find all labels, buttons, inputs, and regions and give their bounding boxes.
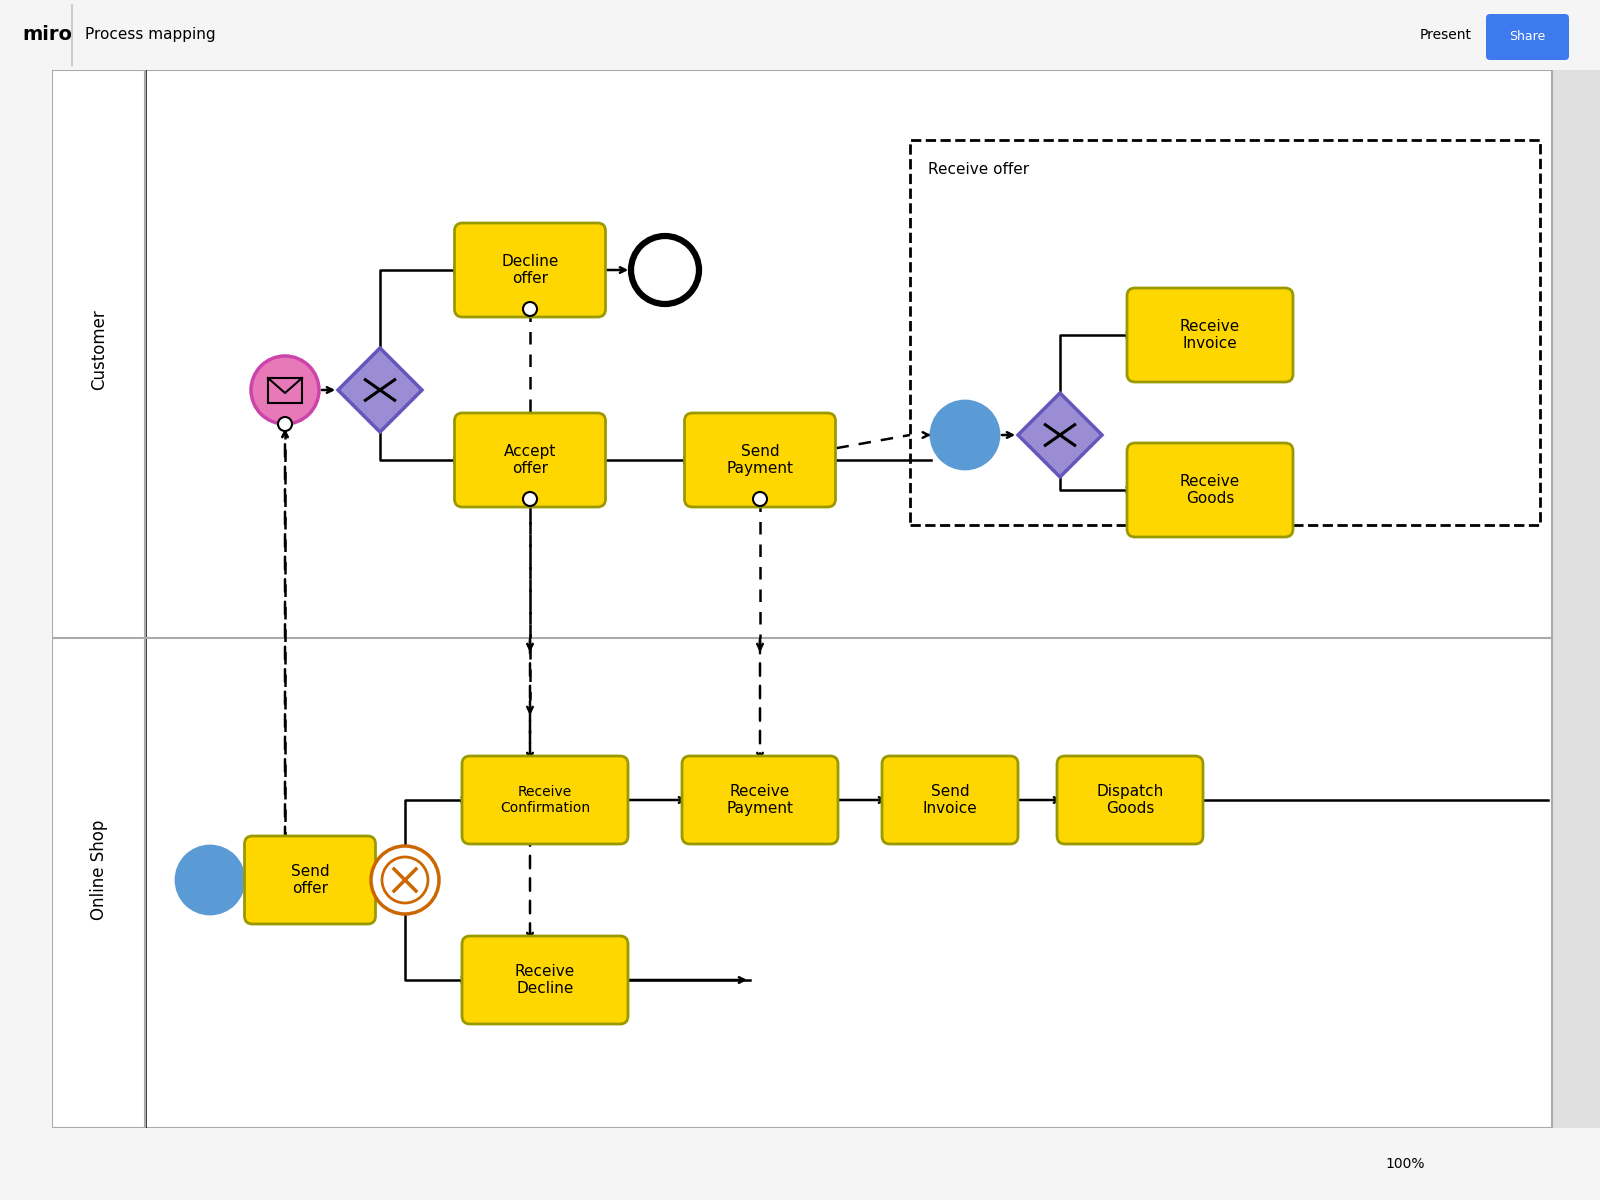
FancyBboxPatch shape <box>454 413 605 506</box>
Text: Accept
offer: Accept offer <box>504 444 557 476</box>
Circle shape <box>382 857 429 902</box>
Text: Send
Invoice: Send Invoice <box>923 784 978 816</box>
Circle shape <box>630 236 699 304</box>
Text: Receive
Payment: Receive Payment <box>726 784 794 816</box>
Circle shape <box>278 416 291 431</box>
FancyBboxPatch shape <box>882 756 1018 844</box>
FancyBboxPatch shape <box>1058 756 1203 844</box>
FancyBboxPatch shape <box>682 756 838 844</box>
Circle shape <box>754 492 766 506</box>
Text: Decline
offer: Decline offer <box>501 253 558 286</box>
Polygon shape <box>338 348 422 432</box>
Text: Customer: Customer <box>90 310 109 390</box>
Text: Share: Share <box>1509 30 1546 43</box>
Circle shape <box>371 846 438 914</box>
FancyBboxPatch shape <box>454 223 605 317</box>
FancyBboxPatch shape <box>1126 288 1293 382</box>
Text: Send
Payment: Send Payment <box>726 444 794 476</box>
FancyBboxPatch shape <box>0 1128 1600 1200</box>
Text: Dispatch
Goods: Dispatch Goods <box>1096 784 1163 816</box>
FancyBboxPatch shape <box>462 756 627 844</box>
Text: miro: miro <box>22 25 72 44</box>
Circle shape <box>523 492 538 506</box>
Text: Receive
Goods: Receive Goods <box>1179 474 1240 506</box>
FancyBboxPatch shape <box>51 70 1552 1128</box>
FancyBboxPatch shape <box>269 378 302 403</box>
FancyBboxPatch shape <box>685 413 835 506</box>
Text: Send
offer: Send offer <box>291 864 330 896</box>
Circle shape <box>176 846 243 914</box>
Text: 100%: 100% <box>1386 1157 1424 1171</box>
FancyBboxPatch shape <box>0 70 51 1130</box>
Text: Receive
Decline: Receive Decline <box>515 964 574 996</box>
Text: Receive
Confirmation: Receive Confirmation <box>499 785 590 815</box>
Text: Present: Present <box>1421 28 1472 42</box>
FancyBboxPatch shape <box>1486 14 1570 60</box>
Polygon shape <box>1018 392 1102 476</box>
Text: Receive offer: Receive offer <box>928 162 1029 176</box>
Bar <box>910 140 1539 526</box>
Circle shape <box>931 401 998 469</box>
FancyBboxPatch shape <box>245 836 376 924</box>
FancyBboxPatch shape <box>462 936 627 1024</box>
Circle shape <box>251 356 318 424</box>
Circle shape <box>523 302 538 316</box>
FancyBboxPatch shape <box>1126 443 1293 538</box>
FancyBboxPatch shape <box>0 0 1600 70</box>
Text: Receive
Invoice: Receive Invoice <box>1179 319 1240 352</box>
Text: Process mapping: Process mapping <box>85 28 216 42</box>
Text: Online Shop: Online Shop <box>90 820 109 920</box>
